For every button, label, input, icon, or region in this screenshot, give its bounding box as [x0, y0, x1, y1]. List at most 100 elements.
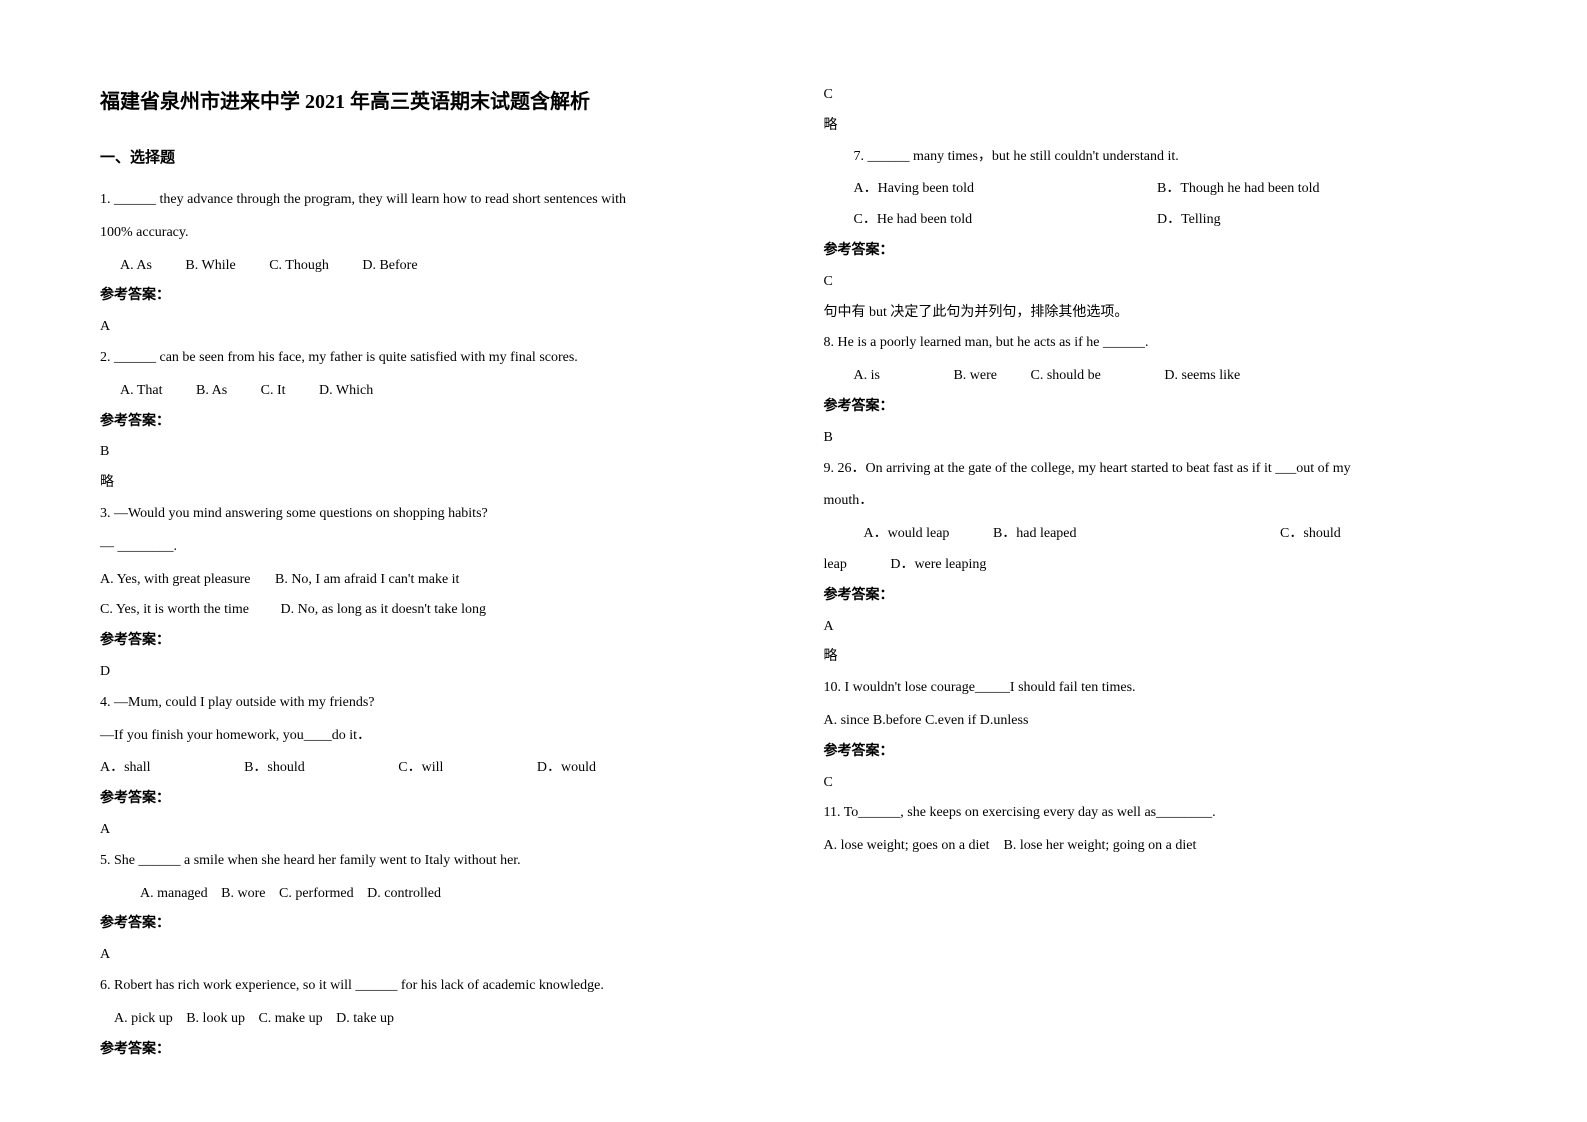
- q1-stem-b: 100% accuracy.: [100, 218, 764, 249]
- q9-ans: A: [824, 612, 1488, 643]
- question-11: 11. To______, she keeps on exercising ev…: [824, 798, 1488, 862]
- q6-opt-b: B. look up: [186, 1011, 245, 1026]
- q4-stem-a: 4. —Mum, could I play outside with my fr…: [100, 688, 764, 719]
- q3-ans: D: [100, 657, 764, 688]
- q1-options: A. As B. While C. Though D. Before: [120, 251, 764, 282]
- q4-ans: A: [100, 815, 764, 846]
- q2-stem: 2. ______ can be seen from his face, my …: [100, 343, 764, 374]
- q1-stem-a: 1. ______ they advance through the progr…: [100, 185, 764, 216]
- q9-opt-d-pre: leap: [824, 557, 847, 572]
- q1-opt-b: B. While: [185, 258, 235, 273]
- q8-opt-b: B. were: [953, 368, 997, 383]
- q11-opt-a: A. lose weight; goes on a diet: [824, 838, 990, 853]
- q7-note: 句中有 but 决定了此句为并列句，排除其他选项。: [824, 298, 1488, 329]
- q3-stem-a: 3. —Would you mind answering some questi…: [100, 499, 764, 530]
- q7-opt-c: C．He had been told: [854, 205, 1154, 236]
- q3-opt-a: A. Yes, with great pleasure: [100, 572, 250, 587]
- q9-stem-b: mouth．: [824, 486, 1488, 517]
- q10-ans-label: 参考答案：: [824, 737, 1488, 768]
- doc-title: 福建省泉州市进来中学 2021 年高三英语期末试题含解析: [100, 80, 764, 124]
- q6-ans-label: 参考答案：: [100, 1035, 764, 1066]
- q8-options: A. is B. were C. should be D. seems like: [854, 361, 1488, 392]
- q8-ans: B: [824, 423, 1488, 454]
- q3-stem-b: — ________.: [100, 532, 764, 563]
- question-5: 5. She ______ a smile when she heard her…: [100, 846, 764, 971]
- q4-opt-a: A．shall: [100, 760, 151, 775]
- q6-opt-d: D. take up: [336, 1011, 394, 1026]
- q2-opt-d: D. Which: [319, 383, 373, 398]
- question-9: 9. 26．On arriving at the gate of the col…: [824, 454, 1488, 674]
- q2-ans: B: [100, 437, 764, 468]
- q5-opt-a: A. managed: [140, 886, 208, 901]
- q2-note: 略: [100, 468, 764, 499]
- q3-row1: A. Yes, with great pleasure B. No, I am …: [100, 565, 764, 596]
- q4-options: A．shall B．should C．will D．would: [100, 753, 764, 784]
- q9-row2: leap D．were leaping: [824, 550, 1488, 581]
- q2-opt-a: A. That: [120, 383, 163, 398]
- q10-options: A. since B.before C.even if D.unless: [824, 706, 1488, 737]
- q7-row1: A．Having been told B．Though he had been …: [854, 174, 1488, 205]
- q3-opt-b: B. No, I am afraid I can't make it: [275, 572, 459, 587]
- q8-opt-a: A. is: [854, 368, 880, 383]
- q2-ans-label: 参考答案：: [100, 407, 764, 438]
- q1-opt-d: D. Before: [362, 258, 417, 273]
- q2-opt-c: C. It: [261, 383, 286, 398]
- q3-row2: C. Yes, it is worth the time D. No, as l…: [100, 595, 764, 626]
- q11-stem: 11. To______, she keeps on exercising ev…: [824, 798, 1488, 829]
- q6-opt-c: C. make up: [258, 1011, 322, 1026]
- q9-opt-c: C．should: [1280, 526, 1341, 541]
- q8-stem: 8. He is a poorly learned man, but he ac…: [824, 328, 1488, 359]
- q6-opt-a: A. pick up: [114, 1011, 173, 1026]
- q9-opt-a: A．would leap: [864, 526, 950, 541]
- q8-ans-label: 参考答案：: [824, 392, 1488, 423]
- q9-opt-d: D．were leaping: [890, 557, 986, 572]
- q1-opt-a: A. As: [120, 258, 152, 273]
- q2-opt-b: B. As: [196, 383, 227, 398]
- q1-ans: A: [100, 312, 764, 343]
- q11-opt-b: B. lose her weight; going on a diet: [1004, 838, 1197, 853]
- q8-opt-d: D. seems like: [1164, 368, 1240, 383]
- q6-note: 略: [824, 111, 1488, 142]
- q5-options: A. managed B. wore C. performed D. contr…: [140, 879, 764, 910]
- q9-ans-label: 参考答案：: [824, 581, 1488, 612]
- q7-stem: 7. ______ many times，but he still couldn…: [854, 142, 1488, 173]
- q7-opt-b: B．Though he had been told: [1157, 181, 1320, 196]
- q1-opt-c: C. Though: [269, 258, 329, 273]
- q8-opt-c: C. should be: [1031, 368, 1101, 383]
- q4-opt-b: B．should: [244, 760, 305, 775]
- question-4: 4. —Mum, could I play outside with my fr…: [100, 688, 764, 846]
- q7-opt-d: D．Telling: [1157, 212, 1221, 227]
- q4-ans-label: 参考答案：: [100, 784, 764, 815]
- q1-ans-label: 参考答案：: [100, 281, 764, 312]
- question-8: 8. He is a poorly learned man, but he ac…: [824, 328, 1488, 453]
- q10-stem: 10. I wouldn't lose courage_____I should…: [824, 673, 1488, 704]
- q4-stem-b: —If you finish your homework, you____do …: [100, 721, 764, 752]
- q7-ans: C: [824, 267, 1488, 298]
- q7-ans-label: 参考答案：: [824, 236, 1488, 267]
- section-heading: 一、选择题: [100, 142, 764, 175]
- question-7: 7. ______ many times，but he still couldn…: [824, 142, 1488, 329]
- q6-ans: C: [824, 80, 1488, 111]
- q6-stem: 6. Robert has rich work experience, so i…: [100, 971, 764, 1002]
- q9-row1: A．would leap B．had leaped C．should: [864, 519, 1488, 550]
- q7-opt-a: A．Having been told: [854, 174, 1154, 205]
- q10-ans: C: [824, 768, 1488, 799]
- q9-opt-b: B．had leaped: [993, 526, 1077, 541]
- q9-note: 略: [824, 642, 1488, 673]
- q5-ans-label: 参考答案：: [100, 909, 764, 940]
- question-1: 1. ______ they advance through the progr…: [100, 185, 764, 343]
- q2-options: A. That B. As C. It D. Which: [120, 376, 764, 407]
- q5-opt-d: D. controlled: [367, 886, 441, 901]
- q6-options: A. pick up B. look up C. make up D. take…: [114, 1004, 764, 1035]
- q5-opt-c: C. performed: [279, 886, 354, 901]
- q3-opt-c: C. Yes, it is worth the time: [100, 602, 249, 617]
- q5-stem: 5. She ______ a smile when she heard her…: [100, 846, 764, 877]
- q4-opt-c: C．will: [398, 760, 443, 775]
- question-3: 3. —Would you mind answering some questi…: [100, 499, 764, 688]
- q5-opt-b: B. wore: [221, 886, 265, 901]
- q5-ans: A: [100, 940, 764, 971]
- q9-stem-a: 9. 26．On arriving at the gate of the col…: [824, 454, 1488, 485]
- q4-opt-d: D．would: [537, 760, 596, 775]
- question-2: 2. ______ can be seen from his face, my …: [100, 343, 764, 499]
- q3-opt-d: D. No, as long as it doesn't take long: [280, 602, 486, 617]
